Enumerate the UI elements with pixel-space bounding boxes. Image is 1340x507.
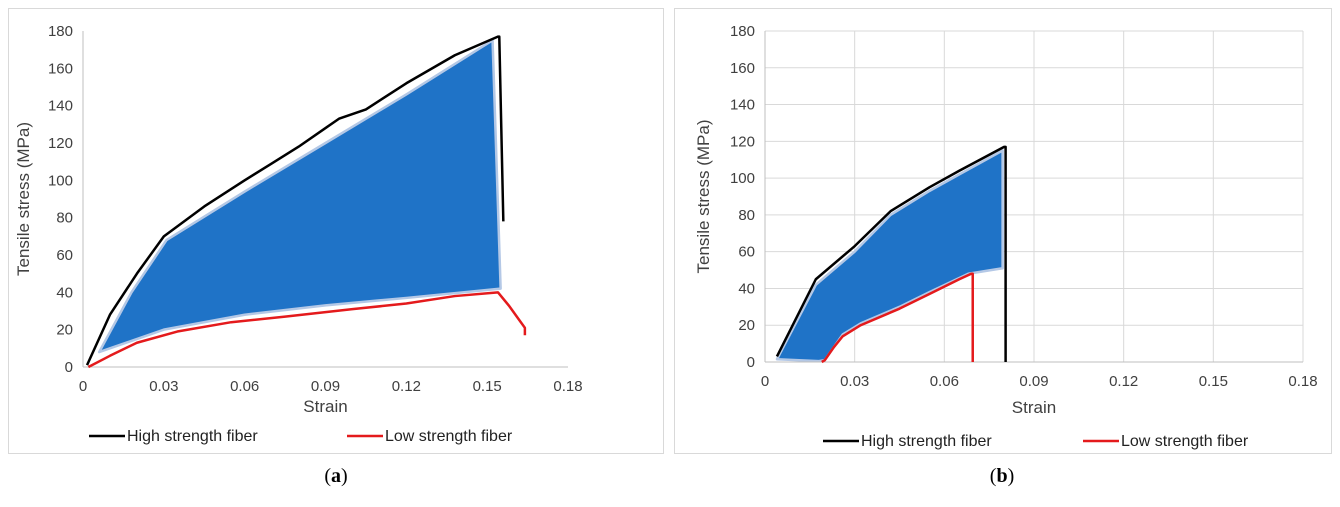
chart-a-svg: 0 20 40 60 80 100 120 140 160 180 0 0.03 0.06 0.09 0.1… bbox=[14, 23, 583, 445]
chart-panel-b: 0 20 40 60 80 100 120 140 160 180 0 0.03 0.06 0.09 0.1… bbox=[674, 8, 1332, 454]
chart-b-series-1-line bbox=[821, 272, 974, 364]
chart-b-x-axis-title: Strain bbox=[1012, 398, 1056, 417]
chart-b-ytick-label-4: 80 bbox=[738, 207, 755, 224]
chart-b-ytick-label-2: 40 bbox=[738, 280, 755, 297]
chart-a-xtick-label-4: 0.12 bbox=[392, 378, 421, 395]
chart-b-xtick-label-6: 0.18 bbox=[1288, 373, 1317, 390]
chart-a-ytick-label-7: 140 bbox=[48, 98, 73, 115]
chart-a-series-1-line bbox=[87, 291, 527, 369]
caption-b-label: b bbox=[996, 465, 1008, 487]
chart-b-xtick-label-1: 0.03 bbox=[840, 373, 869, 390]
chart-b-legend-label-1: Low strength fiber bbox=[1121, 433, 1249, 450]
chart-a-ytick-label-5: 100 bbox=[48, 172, 73, 189]
chart-a-x-axis-title: Strain bbox=[303, 397, 347, 416]
chart-a-xtick-label-2: 0.06 bbox=[230, 378, 259, 395]
caption-b: (b) bbox=[989, 465, 1015, 487]
caption-a-label: a bbox=[331, 465, 341, 487]
chart-a-xtick-label-1: 0.03 bbox=[149, 378, 178, 395]
chart-b-xtick-label-2: 0.06 bbox=[930, 373, 959, 390]
chart-a-xtick-label-5: 0.15 bbox=[473, 378, 502, 395]
chart-a-legend-label-0: High strength fiber bbox=[127, 428, 258, 445]
chart-a-ytick-label-1: 20 bbox=[56, 322, 73, 339]
chart-a-band bbox=[97, 39, 502, 354]
chart-b-xtick-label-0: 0 bbox=[761, 373, 769, 390]
chart-b-band bbox=[775, 149, 1004, 363]
chart-b-ytick-label-6: 120 bbox=[730, 133, 755, 150]
chart-b-ytick-label-9: 180 bbox=[730, 23, 755, 40]
chart-a-xtick-label-6: 0.18 bbox=[553, 378, 582, 395]
chart-b-ytick-label-3: 60 bbox=[738, 244, 755, 261]
chart-b-y-axis-title: Tensile stress (MPa) bbox=[694, 120, 713, 274]
chart-a-ytick-label-9: 180 bbox=[48, 23, 73, 40]
chart-b-ytick-label-7: 140 bbox=[730, 97, 755, 114]
chart-b-ytick-label-1: 20 bbox=[738, 317, 755, 334]
chart-a-ytick-label-3: 60 bbox=[56, 247, 73, 264]
chart-panel-a: 0 20 40 60 80 100 120 140 160 180 0 0.03 0.06 0.09 0.1… bbox=[8, 8, 664, 454]
chart-b-ytick-label-5: 100 bbox=[730, 170, 755, 187]
chart-b-series-0-line bbox=[775, 145, 1007, 362]
chart-b-xtick-label-4: 0.12 bbox=[1109, 373, 1138, 390]
chart-a-ytick-label-4: 80 bbox=[56, 210, 73, 227]
chart-a-series-0-line bbox=[85, 35, 505, 366]
chart-b-legend-label-0: High strength fiber bbox=[861, 433, 992, 450]
chart-b-svg: 0 20 40 60 80 100 120 140 160 180 0 0.03 0.06 0.09 0.1… bbox=[694, 23, 1318, 450]
chart-a-legend-label-1: Low strength fiber bbox=[385, 428, 513, 445]
chart-a-ytick-label-2: 40 bbox=[56, 284, 73, 301]
chart-b-ytick-label-0: 0 bbox=[747, 354, 755, 371]
chart-b-ytick-label-8: 160 bbox=[730, 60, 755, 77]
chart-a-xtick-label-0: 0 bbox=[79, 378, 87, 395]
chart-a-ytick-label-8: 160 bbox=[48, 60, 73, 77]
caption-a: (a) bbox=[324, 465, 348, 487]
chart-a-ytick-label-0: 0 bbox=[65, 359, 73, 376]
chart-b-xtick-label-5: 0.15 bbox=[1199, 373, 1228, 390]
chart-a-xtick-label-3: 0.09 bbox=[311, 378, 340, 395]
chart-a-y-axis-title: Tensile stress (MPa) bbox=[14, 122, 33, 276]
chart-a-ytick-label-6: 120 bbox=[48, 135, 73, 152]
chart-b-xtick-label-3: 0.09 bbox=[1019, 373, 1048, 390]
